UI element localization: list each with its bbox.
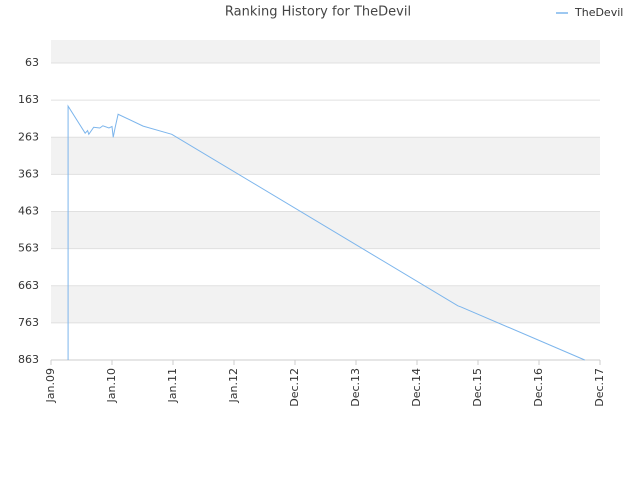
y-tick-label: 863 bbox=[18, 353, 39, 366]
y-tick-label: 263 bbox=[18, 130, 39, 143]
x-tick-label: Jan.12 bbox=[227, 368, 240, 403]
chart-title: Ranking History for TheDevil bbox=[225, 5, 411, 20]
line bbox=[67, 104, 585, 361]
legend-label: TheDevil bbox=[574, 6, 623, 19]
band bbox=[51, 40, 600, 64]
x-tick-label: Jan.10 bbox=[105, 368, 118, 403]
y-tick-label: 363 bbox=[18, 167, 39, 180]
band bbox=[51, 285, 600, 323]
y-tick-label: 63 bbox=[25, 56, 39, 69]
y-tick-label: 563 bbox=[18, 242, 39, 255]
x-tick-label: Dec.14 bbox=[410, 368, 423, 407]
x-tick-label: Dec.15 bbox=[471, 368, 484, 407]
band bbox=[51, 211, 600, 249]
y-tick-label: 463 bbox=[18, 205, 39, 218]
x-tick-label: Jan.09 bbox=[44, 368, 57, 403]
x-tick-label: Jan.11 bbox=[166, 368, 179, 403]
y-tick-label: 163 bbox=[18, 93, 39, 106]
x-tick-label: Dec.16 bbox=[532, 368, 545, 407]
y-tick-label: 663 bbox=[18, 279, 39, 292]
band bbox=[51, 137, 600, 175]
y-tick-label: 763 bbox=[18, 316, 39, 329]
x-tick-label: Dec.17 bbox=[593, 368, 606, 407]
x-tick-label: Dec.13 bbox=[349, 368, 362, 407]
x-tick-label: Dec.12 bbox=[288, 368, 301, 407]
